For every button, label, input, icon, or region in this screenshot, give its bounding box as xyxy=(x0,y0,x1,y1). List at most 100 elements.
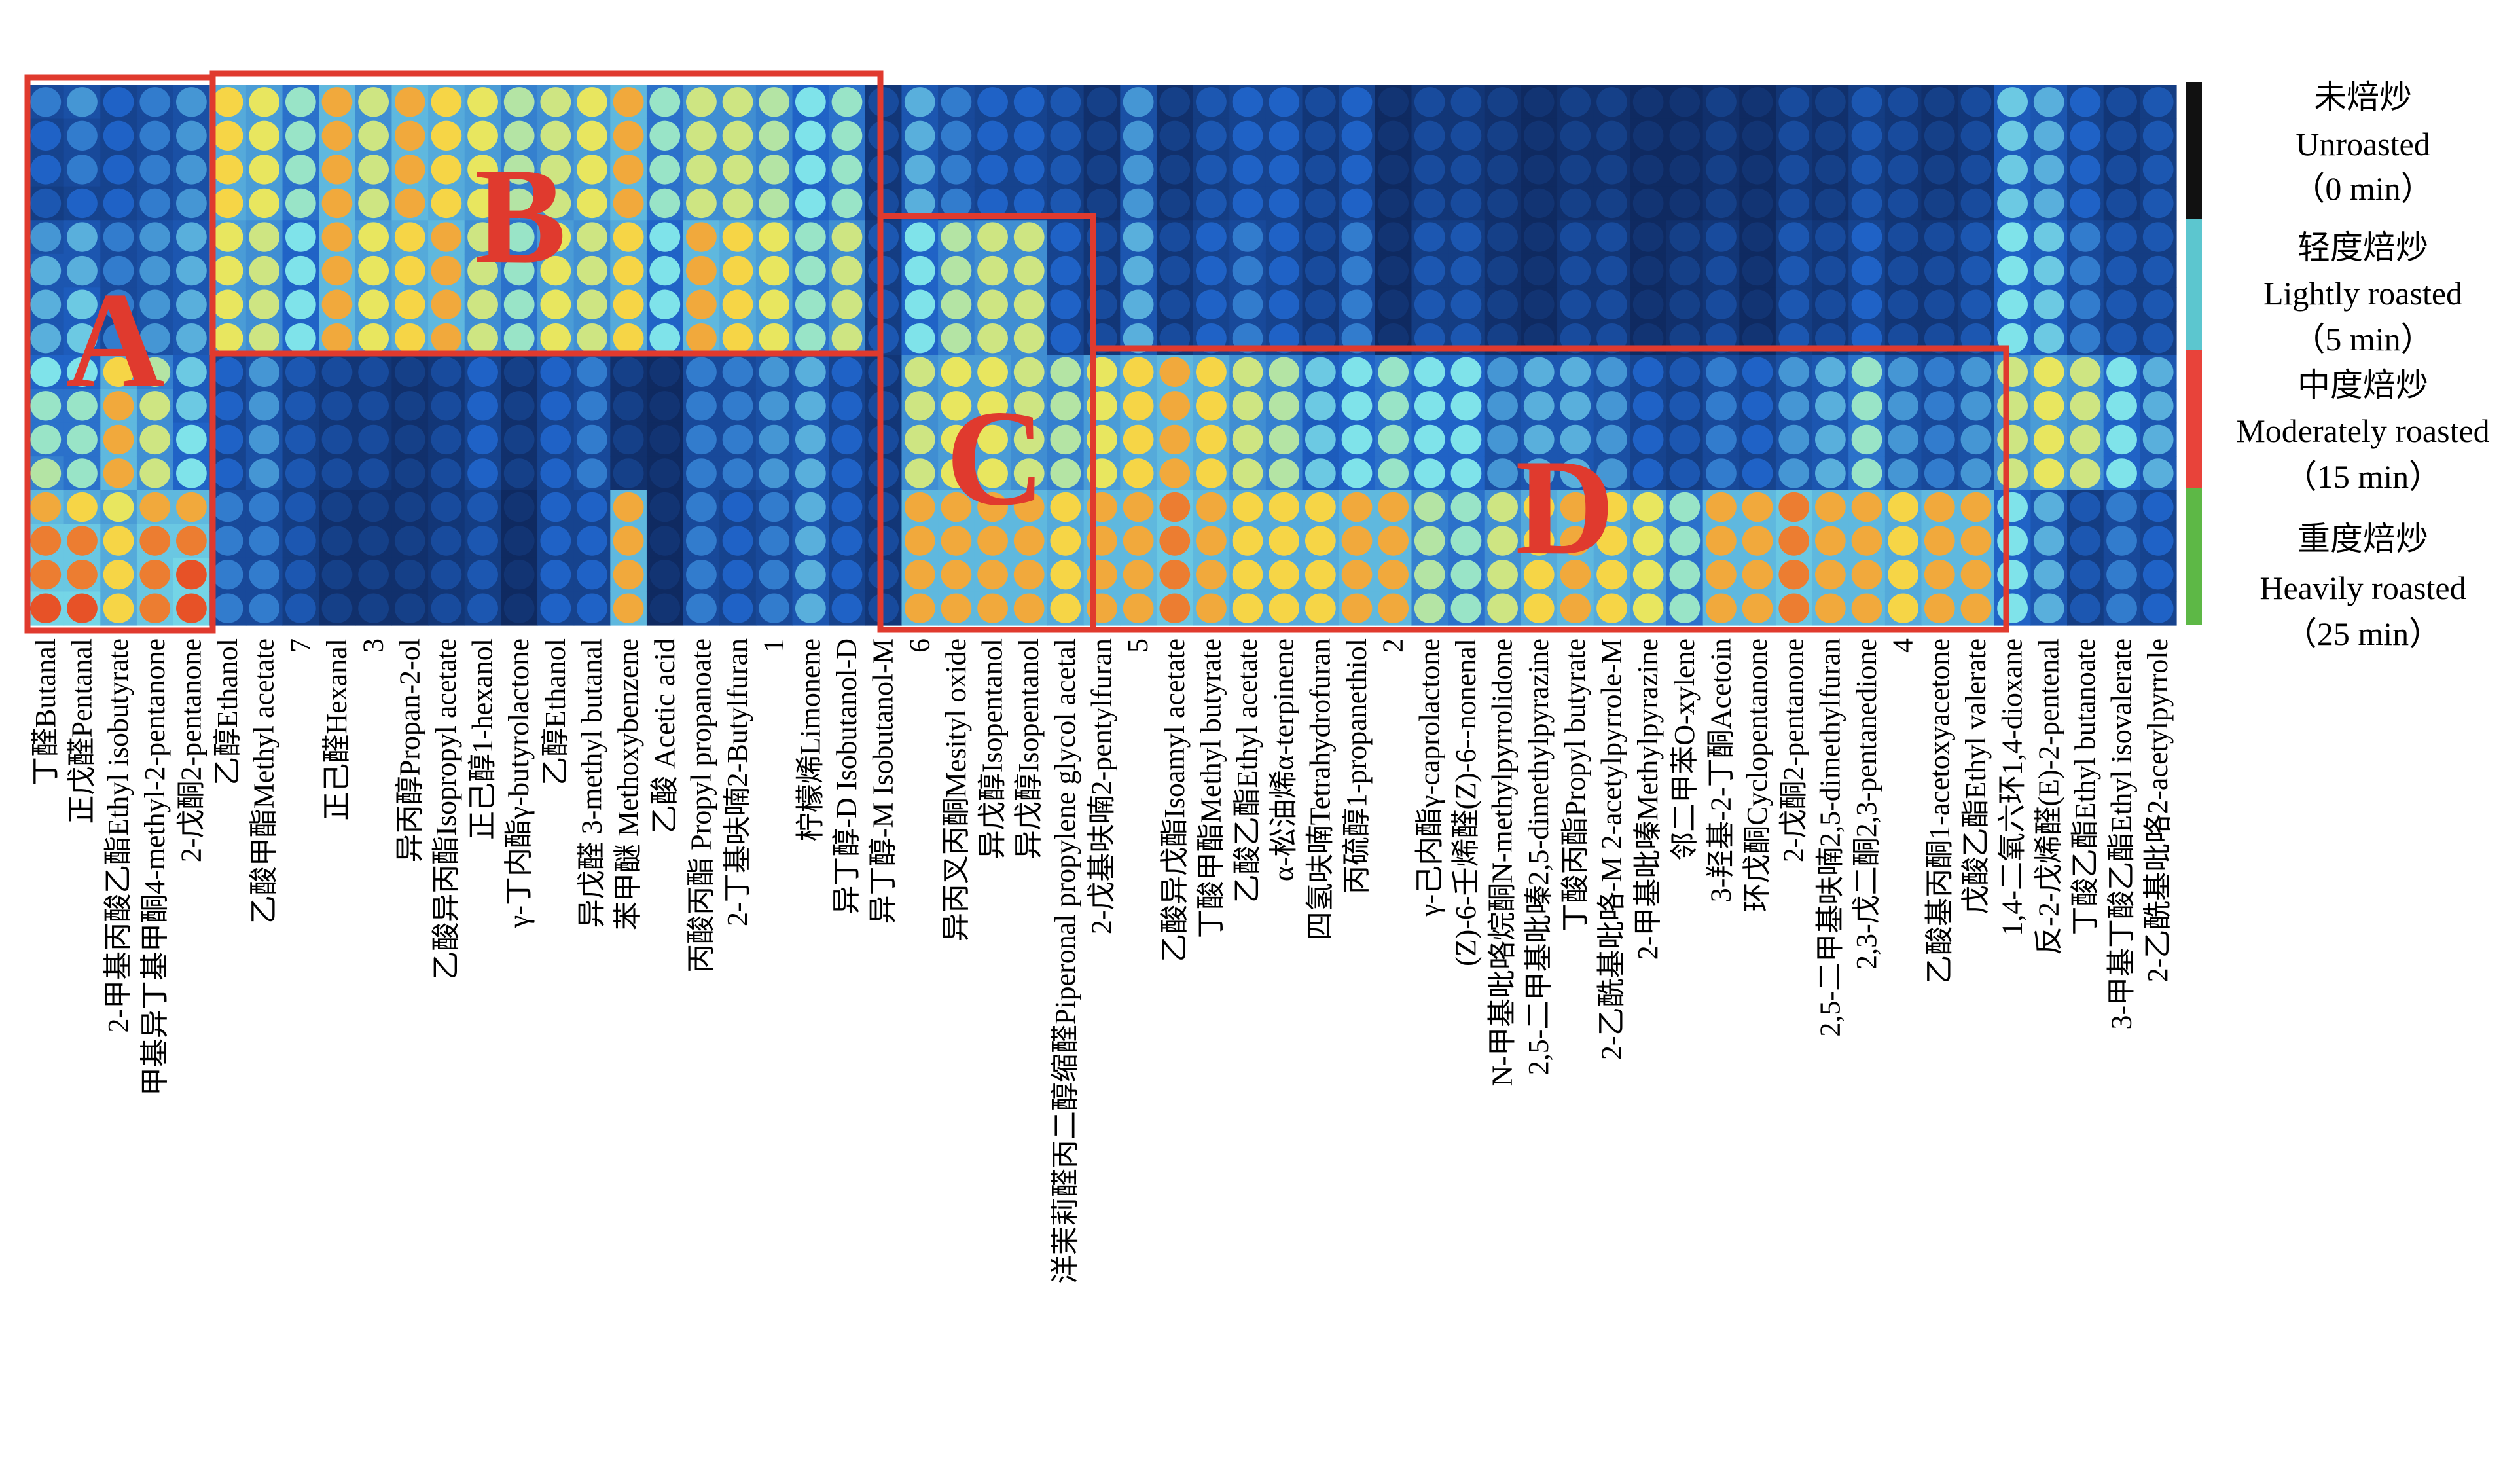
heatmap-spot xyxy=(467,593,498,623)
heatmap-spot xyxy=(2033,526,2064,556)
heatmap-spot xyxy=(1050,155,1081,185)
heatmap-spot xyxy=(1669,155,1701,185)
heatmap-spot xyxy=(1523,289,1555,319)
heatmap-spot xyxy=(2142,391,2174,421)
heatmap-spot xyxy=(1305,458,1336,488)
heatmap-spot xyxy=(1305,87,1336,117)
heatmap-spot xyxy=(1523,391,1555,421)
heatmap-spot xyxy=(321,120,353,151)
heatmap-spot xyxy=(1742,593,1773,623)
heatmap-spot xyxy=(2070,593,2101,623)
heatmap-spot xyxy=(1050,391,1081,421)
heatmap-spot xyxy=(176,559,207,590)
heatmap-spot xyxy=(1778,526,1810,556)
heatmap-spot xyxy=(1815,255,1846,286)
heatmap-spot xyxy=(868,222,899,252)
heatmap-spot xyxy=(722,188,753,219)
heatmap-spot xyxy=(795,188,826,219)
heatmap-spot xyxy=(1742,188,1773,219)
heatmap-spot xyxy=(1159,289,1191,319)
column-label: 1,4-二氧六环1,4-dioxane xyxy=(1996,638,2028,936)
heatmap-spot xyxy=(1487,391,1518,421)
heatmap-spot xyxy=(1414,593,1445,623)
heatmap-spot xyxy=(1669,424,1701,455)
heatmap-spot xyxy=(2033,87,2064,117)
heatmap-spot xyxy=(103,391,134,421)
heatmap-spot xyxy=(2033,255,2064,286)
heatmap-spot xyxy=(759,492,790,522)
heatmap-spot xyxy=(2070,289,2101,319)
heatmap-spot xyxy=(1013,458,1045,488)
heatmap-spot xyxy=(759,222,790,252)
heatmap-spot xyxy=(1196,357,1227,387)
heatmap-spot xyxy=(686,87,717,117)
heatmap-spot xyxy=(103,222,134,252)
heatmap-spot xyxy=(904,323,935,354)
heatmap-spot xyxy=(249,155,280,185)
heatmap-grid xyxy=(27,85,2177,626)
heatmap-spot xyxy=(1123,87,1154,117)
heatmap-spot xyxy=(941,155,972,185)
column-label: 3-甲基丁酸乙酯Ethyl isovalerate xyxy=(2106,638,2138,1030)
heatmap-spot xyxy=(795,323,826,354)
heatmap-spot xyxy=(1851,593,1882,623)
heatmap-spot xyxy=(540,323,571,354)
heatmap-spot xyxy=(1523,424,1555,455)
heatmap-spot xyxy=(1450,526,1482,556)
heatmap-spot xyxy=(540,357,571,387)
heatmap-spot xyxy=(1560,424,1591,455)
heatmap-spot xyxy=(467,391,498,421)
heatmap-spot xyxy=(103,424,134,455)
heatmap-spot xyxy=(2033,222,2064,252)
heatmap-spot xyxy=(868,87,899,117)
heatmap-spot xyxy=(2033,289,2064,319)
heatmap-spot xyxy=(1450,593,1482,623)
heatmap-spot xyxy=(941,222,972,252)
heatmap-spot xyxy=(139,458,171,488)
heatmap-spot xyxy=(139,559,171,590)
heatmap-spot xyxy=(30,559,62,590)
heatmap-spot xyxy=(649,357,681,387)
heatmap-spot xyxy=(1560,188,1591,219)
heatmap-spot xyxy=(577,424,607,455)
heatmap-spot xyxy=(795,357,826,387)
heatmap-spot xyxy=(467,458,498,488)
heatmap-spot xyxy=(1050,289,1081,319)
heatmap-spot xyxy=(30,458,62,488)
heatmap-spot xyxy=(1960,357,1992,387)
heatmap-spot xyxy=(1196,424,1227,455)
heatmap-spot xyxy=(1269,155,1300,185)
heatmap-spot xyxy=(795,458,826,488)
heatmap-spot xyxy=(358,222,389,252)
heatmap-spot xyxy=(503,424,535,455)
heatmap-spot xyxy=(176,255,207,286)
heatmap-spot xyxy=(176,492,207,522)
heatmap-spot xyxy=(904,188,935,219)
heatmap-spot xyxy=(2142,526,2174,556)
heatmap-spot xyxy=(1341,593,1373,623)
heatmap-spot xyxy=(722,559,753,590)
heatmap-spot xyxy=(1487,222,1518,252)
heatmap-spot xyxy=(1815,357,1846,387)
heatmap-spot xyxy=(795,87,826,117)
heatmap-spot xyxy=(1742,492,1773,522)
heatmap-spot xyxy=(759,391,790,421)
heatmap-spot xyxy=(977,492,1008,522)
heatmap-spot xyxy=(1888,391,1919,421)
heatmap-spot xyxy=(358,188,389,219)
heatmap-spot xyxy=(1924,526,1955,556)
heatmap-spot xyxy=(67,559,98,590)
heatmap-spot xyxy=(1305,155,1336,185)
heatmap-spot xyxy=(2106,155,2137,185)
heatmap-spot xyxy=(1159,357,1191,387)
heatmap-spot xyxy=(1924,255,1955,286)
heatmap-spot xyxy=(1997,391,2028,421)
heatmap-spot xyxy=(649,323,681,354)
heatmap-spot xyxy=(2070,526,2101,556)
heatmap-spot xyxy=(2106,559,2137,590)
column-label: 丙酸丙酯 Propyl propanoate xyxy=(685,638,717,973)
heatmap-spot xyxy=(1851,391,1882,421)
column-label: 丙硫醇1-propanethiol xyxy=(1341,638,1373,894)
heatmap-spot xyxy=(941,357,972,387)
column-label: γ-己内酯γ-caprolactone xyxy=(1413,638,1445,917)
